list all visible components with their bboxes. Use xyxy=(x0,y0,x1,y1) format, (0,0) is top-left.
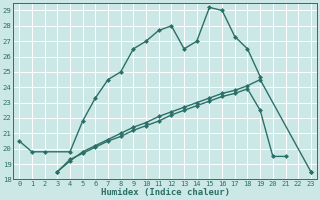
X-axis label: Humidex (Indice chaleur): Humidex (Indice chaleur) xyxy=(100,188,229,197)
